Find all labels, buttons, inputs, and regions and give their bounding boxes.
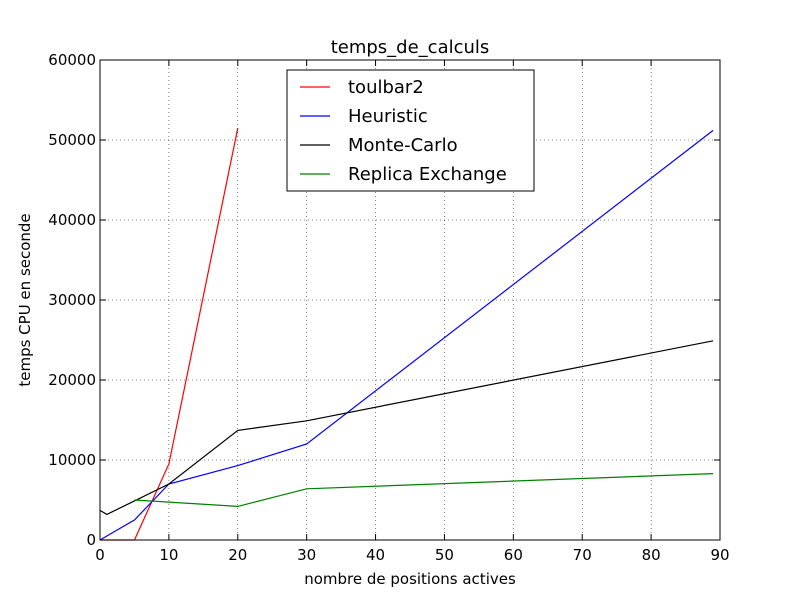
y-tick-label: 10000 bbox=[48, 451, 96, 469]
series-line-heuristic bbox=[99, 129, 714, 541]
x-tick-label: 0 bbox=[95, 546, 105, 564]
series-line-toulbar2 bbox=[100, 127, 239, 541]
y-tick-label: 20000 bbox=[48, 371, 96, 389]
y-tick-label: 60000 bbox=[48, 51, 96, 69]
x-tick-label: 20 bbox=[228, 546, 247, 564]
x-tick-label: 60 bbox=[504, 546, 523, 564]
axis-ticks bbox=[99, 59, 721, 541]
x-tick-label: 70 bbox=[573, 546, 592, 564]
y-tick-label: 50000 bbox=[48, 131, 96, 149]
legend-label: Heuristic bbox=[348, 106, 428, 127]
legend-label: toulbar2 bbox=[348, 77, 424, 98]
y-tick-labels: 0 10000 20000 30000 40000 50000 60000 bbox=[48, 51, 96, 549]
legend-box bbox=[286, 69, 535, 192]
y-axis-title: temps CPU en seconde bbox=[16, 213, 34, 386]
series-line-replica-exchange bbox=[134, 473, 714, 508]
x-tick-label: 10 bbox=[159, 546, 178, 564]
x-tick-labels: 0 10 20 30 40 50 60 70 80 90 bbox=[95, 546, 729, 564]
x-tick-label: 30 bbox=[297, 546, 316, 564]
legend-label: Monte-Carlo bbox=[348, 135, 458, 156]
chart-title: temps_de_calculs bbox=[331, 37, 490, 58]
x-axis-title: nombre de positions actives bbox=[304, 570, 516, 588]
y-tick-label: 30000 bbox=[48, 291, 96, 309]
x-tick-label: 50 bbox=[435, 546, 454, 564]
x-tick-label: 80 bbox=[642, 546, 661, 564]
x-tick-label: 90 bbox=[710, 546, 729, 564]
legend-label: Replica Exchange bbox=[348, 164, 507, 185]
series-line-monte-carlo bbox=[99, 340, 714, 516]
x-tick-label: 40 bbox=[366, 546, 385, 564]
y-tick-label: 40000 bbox=[48, 211, 96, 229]
legend: toulbar2 Heuristic Monte-Carlo Replica Exch… bbox=[286, 69, 535, 192]
y-tick-label: 0 bbox=[86, 531, 96, 549]
